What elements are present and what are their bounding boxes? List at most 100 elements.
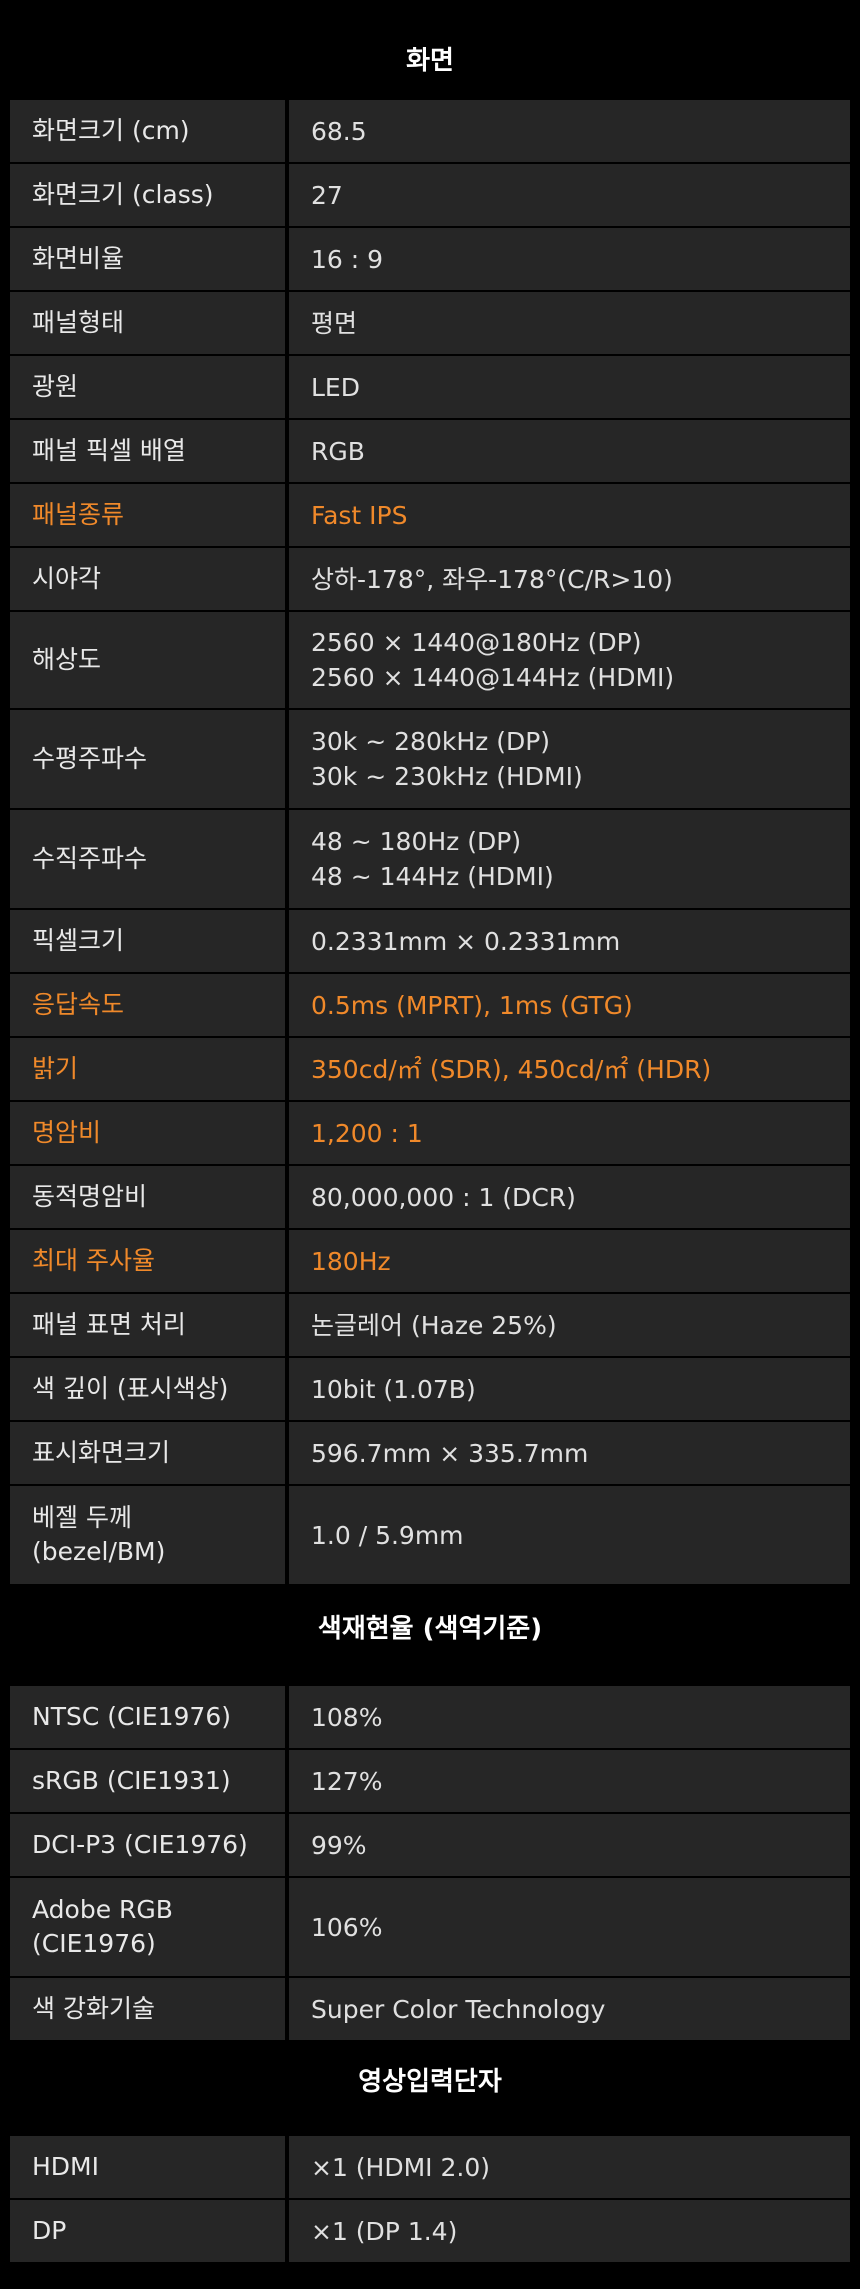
spec-label: 수직주파수 (10, 810, 285, 908)
spec-value: 30k ~ 280kHz (DP) 30k ~ 230kHz (HDMI) (289, 710, 850, 808)
spec-label: 표시화면크기 (10, 1422, 285, 1484)
section-title-color-gamut: 색재현율 (색역기준) (317, 1614, 543, 1644)
spec-value: 350cd/㎡ (SDR), 450cd/㎡ (HDR) (289, 1038, 850, 1100)
spec-label: 해상도 (10, 612, 285, 708)
spec-table-video-input: HDMI ×1 (HDMI 2.0) DP ×1 (DP 1.4) (10, 2136, 850, 2262)
spec-label: 광원 (10, 356, 285, 418)
spec-value: 0.2331mm × 0.2331mm (289, 910, 850, 972)
spec-label-line: 베젤 두께 (32, 1503, 132, 1532)
spec-row: Adobe RGB (CIE1976) 106% (10, 1878, 850, 1976)
spec-row: 표시화면크기 596.7mm × 335.7mm (10, 1422, 850, 1484)
spec-label: 화면비율 (10, 228, 285, 290)
spec-label: 화면크기 (class) (10, 164, 285, 226)
spec-row: 밝기 350cd/㎡ (SDR), 450cd/㎡ (HDR) (10, 1038, 850, 1100)
spec-value: Super Color Technology (289, 1978, 850, 2040)
spec-value: 16 : 9 (289, 228, 850, 290)
spec-value: 논글레어 (Haze 25%) (289, 1294, 850, 1356)
spec-value-line: 2560 × 1440@180Hz (DP) (311, 628, 642, 657)
spec-value: LED (289, 356, 850, 418)
spec-label: 명암비 (10, 1102, 285, 1164)
spec-row: 픽셀크기 0.2331mm × 0.2331mm (10, 910, 850, 972)
spec-row: 패널종류 Fast IPS (10, 484, 850, 546)
spec-row: 화면비율 16 : 9 (10, 228, 850, 290)
spec-value: ×1 (HDMI 2.0) (289, 2136, 850, 2198)
spec-label: 패널형태 (10, 292, 285, 354)
spec-row: 패널형태 평면 (10, 292, 850, 354)
spec-label: sRGB (CIE1931) (10, 1750, 285, 1812)
spec-label: 색 깊이 (표시색상) (10, 1358, 285, 1420)
spec-value-line: 30k ~ 230kHz (HDMI) (311, 762, 583, 791)
spec-label: DCI-P3 (CIE1976) (10, 1814, 285, 1876)
spec-label: 최대 주사율 (10, 1230, 285, 1292)
spec-label: 패널 표면 처리 (10, 1294, 285, 1356)
spec-row: 해상도 2560 × 1440@180Hz (DP) 2560 × 1440@144… (10, 612, 850, 708)
spec-label-line: Adobe RGB (32, 1895, 173, 1924)
spec-value: RGB (289, 420, 850, 482)
spec-value: 48 ~ 180Hz (DP) 48 ~ 144Hz (HDMI) (289, 810, 850, 908)
spec-label: 시야각 (10, 548, 285, 610)
spec-label: 픽셀크기 (10, 910, 285, 972)
spec-value: 80,000,000 : 1 (DCR) (289, 1166, 850, 1228)
spec-value: 106% (289, 1878, 850, 1976)
spec-row: 패널 표면 처리 논글레어 (Haze 25%) (10, 1294, 850, 1356)
spec-row: 최대 주사율 180Hz (10, 1230, 850, 1292)
spec-row: 화면크기 (class) 27 (10, 164, 850, 226)
spec-value: 127% (289, 1750, 850, 1812)
spec-row: 수평주파수 30k ~ 280kHz (DP) 30k ~ 230kHz (HDMI… (10, 710, 850, 808)
spec-value: 1,200 : 1 (289, 1102, 850, 1164)
spec-row: 동적명암비 80,000,000 : 1 (DCR) (10, 1166, 850, 1228)
spec-value: 0.5ms (MPRT), 1ms (GTG) (289, 974, 850, 1036)
spec-value-line: 48 ~ 180Hz (DP) (311, 827, 522, 856)
spec-label: 밝기 (10, 1038, 285, 1100)
spec-label: 동적명암비 (10, 1166, 285, 1228)
spec-label: 베젤 두께 (bezel/BM) (10, 1486, 285, 1584)
spec-value: 180Hz (289, 1230, 850, 1292)
spec-value: 상하-178°, 좌우-178°(C/R>10) (289, 548, 850, 610)
spec-table-color-gamut: NTSC (CIE1976) 108% sRGB (CIE1931) 127% DC… (10, 1686, 850, 2040)
spec-label: 수평주파수 (10, 710, 285, 808)
spec-row: HDMI ×1 (HDMI 2.0) (10, 2136, 850, 2198)
spec-row: 색 깊이 (표시색상) 10bit (1.07B) (10, 1358, 850, 1420)
spec-label: 색 강화기술 (10, 1978, 285, 2040)
spec-label: 패널 픽셀 배열 (10, 420, 285, 482)
spec-label-line: (bezel/BM) (32, 1537, 166, 1566)
spec-row: sRGB (CIE1931) 127% (10, 1750, 850, 1812)
spec-table-screen: 화면크기 (cm) 68.5 화면크기 (class) 27 화면비율 16 : 9 … (10, 100, 850, 1584)
spec-row: 시야각 상하-178°, 좌우-178°(C/R>10) (10, 548, 850, 610)
spec-row: DCI-P3 (CIE1976) 99% (10, 1814, 850, 1876)
spec-value: 1.0 / 5.9mm (289, 1486, 850, 1584)
spec-value: ×1 (DP 1.4) (289, 2200, 850, 2262)
section-title-video-input: 영상입력단자 (358, 2067, 502, 2097)
spec-value: 99% (289, 1814, 850, 1876)
spec-row: 베젤 두께 (bezel/BM) 1.0 / 5.9mm (10, 1486, 850, 1584)
section-title-screen: 화면 (406, 46, 454, 76)
spec-label: 패널종류 (10, 484, 285, 546)
spec-value-line: 2560 × 1440@144Hz (HDMI) (311, 663, 675, 692)
spec-value: 27 (289, 164, 850, 226)
spec-value: 596.7mm × 335.7mm (289, 1422, 850, 1484)
spec-label: 화면크기 (cm) (10, 100, 285, 162)
spec-row: 화면크기 (cm) 68.5 (10, 100, 850, 162)
spec-label: NTSC (CIE1976) (10, 1686, 285, 1748)
spec-label: HDMI (10, 2136, 285, 2198)
spec-value-line: 30k ~ 280kHz (DP) (311, 727, 551, 756)
spec-value: 평면 (289, 292, 850, 354)
spec-label-line: (CIE1976) (32, 1929, 156, 1958)
spec-value: 68.5 (289, 100, 850, 162)
spec-row: 패널 픽셀 배열 RGB (10, 420, 850, 482)
spec-row: NTSC (CIE1976) 108% (10, 1686, 850, 1748)
spec-row: 수직주파수 48 ~ 180Hz (DP) 48 ~ 144Hz (HDMI) (10, 810, 850, 908)
spec-value: 108% (289, 1686, 850, 1748)
spec-label: Adobe RGB (CIE1976) (10, 1878, 285, 1976)
spec-value-line: 48 ~ 144Hz (HDMI) (311, 862, 554, 891)
spec-value: 2560 × 1440@180Hz (DP) 2560 × 1440@144Hz … (289, 612, 850, 708)
spec-row: 색 강화기술 Super Color Technology (10, 1978, 850, 2040)
spec-value: 10bit (1.07B) (289, 1358, 850, 1420)
spec-label: 응답속도 (10, 974, 285, 1036)
spec-label: DP (10, 2200, 285, 2262)
spec-row: DP ×1 (DP 1.4) (10, 2200, 850, 2262)
spec-row: 응답속도 0.5ms (MPRT), 1ms (GTG) (10, 974, 850, 1036)
spec-row: 명암비 1,200 : 1 (10, 1102, 850, 1164)
spec-value: Fast IPS (289, 484, 850, 546)
